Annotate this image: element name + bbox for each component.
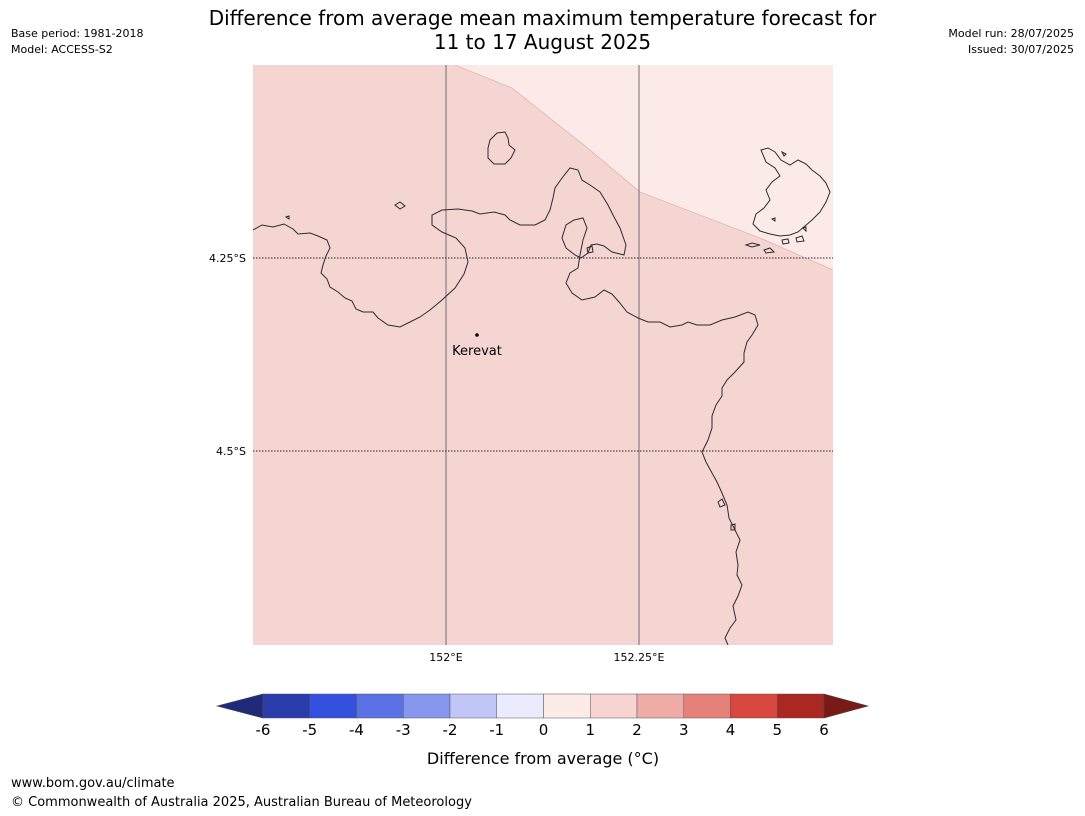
colorbar-cell (449, 693, 497, 719)
coastline-small-islet (394, 201, 406, 210)
colorbar-cell (683, 693, 731, 719)
coastline-islet-east-4 (795, 235, 805, 243)
colorbar-tick-label: 5 (772, 721, 782, 739)
kerevat-marker (475, 333, 479, 337)
place-label-kerevat: Kerevat (452, 344, 502, 359)
colorbar-cells (262, 693, 825, 719)
colorbar-tick-label: -5 (302, 721, 317, 739)
colorbar-tick-label: -4 (349, 721, 364, 739)
meta-left: Base period: 1981-2018 Model: ACCESS-S2 (11, 26, 143, 58)
title-line-1: Difference from average mean maximum tem… (208, 6, 877, 30)
coastline-islet-east-6 (770, 217, 776, 222)
coastline-islet-east-5 (802, 226, 807, 233)
colorbar-cell (543, 693, 591, 719)
colorbar-cell (356, 693, 404, 719)
coastline (253, 131, 831, 645)
anomaly-field: Kerevat (253, 65, 833, 645)
meta-right: Model run: 28/07/2025 Issued: 30/07/2025 (948, 26, 1074, 58)
colorbar-cell (309, 693, 357, 719)
lat-label-4-25: 4.25°S (209, 252, 246, 265)
colorbar-cell (777, 693, 825, 719)
colorbar-underflow-arrow (215, 693, 264, 719)
lon-label-152-25: 152.25°E (614, 651, 665, 664)
colorbar-cell (730, 693, 778, 719)
anomaly-zone-0-to-1 (455, 65, 833, 270)
issued-date: Issued: 30/07/2025 (967, 43, 1074, 56)
coastline-islet-south-1 (717, 498, 726, 508)
title-line-2: 11 to 17 August 2025 (433, 30, 652, 54)
colorbar-ticks: -6 -5 -4 -3 -2 -1 0 1 2 3 4 5 6 (256, 721, 829, 739)
colorbar-tick-label: 2 (632, 721, 642, 739)
colorbar-label: Difference from average (°C) (427, 749, 659, 768)
coastline-islet-inner (586, 245, 594, 254)
base-period: Base period: 1981-2018 (11, 27, 144, 40)
lon-label-152: 152°E (429, 651, 462, 664)
colorbar-tick-label: 1 (585, 721, 595, 739)
coastline-north-island (487, 131, 516, 165)
colorbar-tick-label: -6 (256, 721, 271, 739)
colorbar-tick-label: -2 (443, 721, 458, 739)
coastline-islet-west (284, 215, 290, 220)
colorbar-tick-label: 4 (726, 721, 736, 739)
colorbar-cell (262, 693, 310, 719)
colorbar-tick-label: -1 (489, 721, 504, 739)
footer-url[interactable]: www.bom.gov.au/climate (11, 776, 175, 791)
chart-title: Difference from average mean maximum tem… (150, 6, 935, 54)
model-run: Model run: 28/07/2025 (948, 27, 1074, 40)
colorbar-tick-label: -3 (396, 721, 411, 739)
colorbar-tick-label: 6 (819, 721, 829, 739)
colorbar-overflow-arrow (823, 693, 870, 719)
colorbar-tick-label: 3 (679, 721, 689, 739)
colorbar-cell (590, 693, 638, 719)
footer: www.bom.gov.au/climate © Commonwealth of… (11, 774, 472, 812)
coastline-islet-east-7 (780, 150, 787, 157)
coastline-east-island (752, 147, 831, 237)
footer-copyright: © Commonwealth of Australia 2025, Austra… (11, 795, 472, 810)
model-name: Model: ACCESS-S2 (11, 43, 113, 56)
colorbar-cell (496, 693, 544, 719)
colorbar-cell (636, 693, 684, 719)
coastline-islet-east-1 (744, 242, 761, 248)
colorbar-cell (403, 693, 451, 719)
lat-label-4-5: 4.5°S (216, 445, 246, 458)
coastline-islet-south-2 (730, 523, 736, 531)
coastline-islet-east-3 (781, 238, 790, 245)
colorbar: -6 -5 -4 -3 -2 -1 0 1 2 3 4 5 6 (215, 693, 870, 739)
coastline-islet-east-2 (763, 247, 776, 254)
anomaly-contour (454, 65, 833, 271)
colorbar-tick-label: 0 (539, 721, 549, 739)
